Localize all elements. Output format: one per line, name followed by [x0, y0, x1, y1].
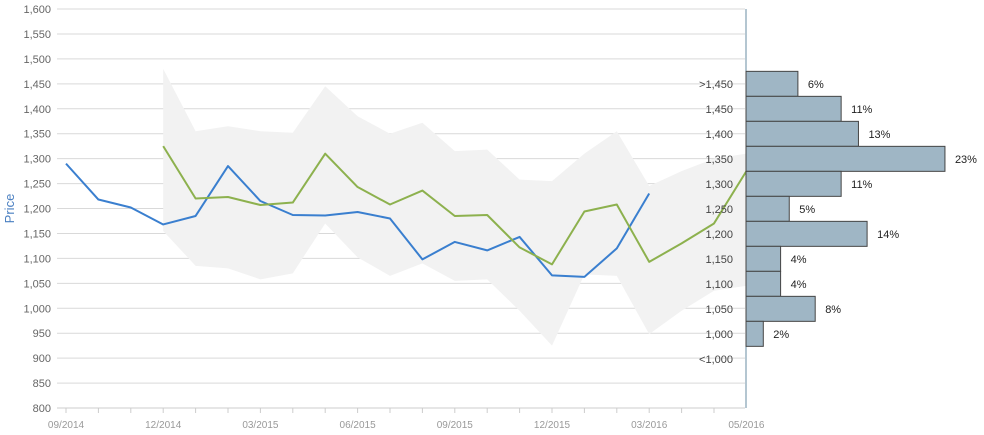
distribution-bin-label: 1,300 — [705, 179, 733, 191]
distribution-bin-label: 1,000 — [705, 329, 733, 341]
y-tick-label: 800 — [33, 403, 51, 415]
x-tick-label: 12/2014 — [145, 420, 182, 431]
distribution-bin-label: 1,100 — [705, 279, 733, 291]
x-tick-label: 03/2016 — [631, 420, 668, 431]
distribution-bin-label: 1,400 — [705, 129, 733, 141]
y-tick-label: 850 — [33, 378, 51, 390]
distribution-bar-pct: 4% — [791, 279, 807, 291]
distribution-bar — [745, 320, 764, 347]
y-axis-label: Price — [2, 194, 17, 224]
distribution-bin-label: 1,050 — [705, 304, 733, 316]
y-tick-label: 1,400 — [23, 104, 51, 116]
distribution-bin-label: 1,150 — [705, 254, 733, 266]
distribution-bar — [745, 70, 799, 97]
distribution-bin-label: 1,200 — [705, 229, 733, 241]
series-line-2 — [162, 145, 748, 266]
distribution-bar-pct: 14% — [877, 229, 899, 241]
y-tick-label: 1,100 — [23, 253, 51, 265]
distribution-bar — [745, 95, 842, 122]
distribution-bar — [745, 220, 868, 247]
distribution-bar-pct: 6% — [808, 79, 824, 91]
distribution-bar — [745, 120, 859, 147]
distribution-bin-label: >1,450 — [699, 79, 733, 91]
y-tick-label: 1,150 — [23, 228, 51, 240]
y-tick-label: 1,500 — [23, 54, 51, 66]
distribution-bar — [745, 145, 946, 172]
y-tick-label: 950 — [33, 328, 51, 340]
distribution-bar-pct: 23% — [955, 154, 977, 166]
y-tick-label: 1,000 — [23, 303, 51, 315]
x-tick-label: 06/2015 — [340, 420, 377, 431]
x-tick-label: 09/2015 — [437, 420, 474, 431]
distribution-bar — [745, 195, 790, 222]
distribution-bar-pct: 11% — [851, 104, 872, 116]
distribution-bar — [745, 170, 842, 197]
distribution-bar — [745, 245, 782, 272]
distribution-bin-label: <1,000 — [699, 354, 733, 366]
y-tick-label: 1,600 — [23, 4, 51, 16]
distribution-bar — [745, 295, 816, 322]
distribution-bin-label: 1,350 — [705, 154, 733, 166]
y-tick-label: 1,050 — [23, 278, 51, 290]
x-tick-label: 03/2015 — [242, 420, 279, 431]
y-tick-label: 1,450 — [23, 79, 51, 91]
y-tick-label: 1,550 — [23, 29, 51, 41]
series-line-1 — [65, 162, 651, 278]
distribution-bar-pct: 11% — [851, 179, 872, 191]
distribution-bar-pct: 4% — [791, 254, 807, 266]
y-tick-label: 900 — [33, 353, 51, 365]
distribution-bar-pct: 2% — [773, 329, 789, 341]
forecast-band — [163, 68, 747, 346]
y-tick-label: 1,350 — [23, 129, 51, 141]
distribution-bar-pct: 13% — [868, 129, 890, 141]
distribution-bar-pct: 5% — [799, 204, 815, 216]
y-tick-label: 1,300 — [23, 154, 51, 166]
distribution-bin-label: 1,250 — [705, 204, 733, 216]
distribution-bar — [745, 270, 782, 297]
distribution-bar-pct: 8% — [825, 304, 841, 316]
y-tick-label: 1,250 — [23, 179, 51, 191]
x-tick-label: 12/2015 — [534, 420, 571, 431]
x-tick-label: 05/2016 — [728, 420, 765, 431]
x-tick-label: 09/2014 — [48, 420, 85, 431]
distribution-bin-label: 1,450 — [705, 104, 733, 116]
y-tick-label: 1,200 — [23, 204, 51, 216]
